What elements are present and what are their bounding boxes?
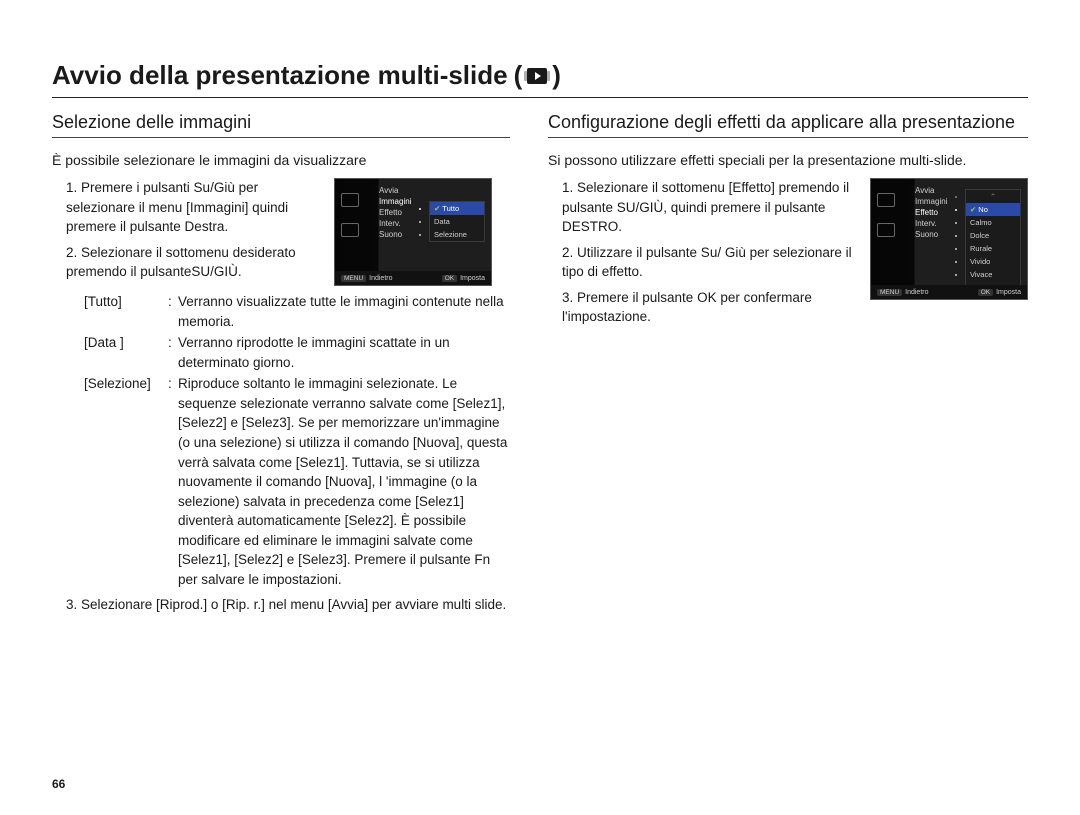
- submenu-item: Selezione: [430, 228, 484, 241]
- screenshot-submenu-effects: ⌃ ✔No Calmo Dolce Rurale Vivido Vivace ⌄: [965, 189, 1021, 295]
- def-colon: :: [168, 374, 178, 589]
- left-steps-with-screenshot: 1. Premere i pulsanti Su/Giù per selezio…: [52, 178, 510, 286]
- mode-icon-2: [877, 223, 895, 237]
- def-desc: Verranno riprodotte le immagini scattate…: [178, 333, 510, 372]
- left-step-3: 3. Selezionare [Riprod.] o [Rip. r.] nel…: [66, 595, 510, 615]
- left-heading: Selezione delle immagini: [52, 112, 510, 138]
- menu-button-label: MENU: [877, 289, 902, 296]
- page-title-row: Avvio della presentazione multi-slide ( …: [52, 60, 1028, 98]
- footer-left: MENUIndietro: [341, 275, 393, 282]
- paren-close: ): [552, 60, 561, 91]
- camera-menu-screenshot-images: Avvia Immagini Effetto Interv. Suono ✔Tu…: [334, 178, 492, 286]
- submenu-item: Calmo: [966, 216, 1020, 229]
- check-icon: ✔: [970, 205, 976, 214]
- menu-item: Avvia: [379, 185, 485, 196]
- menu-button-label: MENU: [341, 275, 366, 282]
- right-intro: Si possono utilizzare effetti speciali p…: [548, 152, 1028, 168]
- left-intro: È possibile selezionare le immagini da v…: [52, 152, 510, 168]
- screenshot-submenu: ✔Tutto Data Selezione: [429, 201, 485, 242]
- def-row-tutto: [Tutto] : Verranno visualizzate tutte le…: [84, 292, 510, 331]
- screenshot-footer: MENUIndietro OKImposta: [335, 271, 491, 285]
- page-number: 66: [52, 777, 65, 791]
- mode-icon-1: [341, 193, 359, 207]
- submenu-item: Rurale: [966, 242, 1020, 255]
- def-desc: Verranno visualizzate tutte le immagini …: [178, 292, 510, 331]
- submenu-item: ✔Tutto: [430, 202, 484, 215]
- left-step-2: 2. Selezionare il sottomenu desiderato p…: [66, 243, 322, 282]
- right-step-2: 2. Utilizzare il pulsante Su/ Giù per se…: [562, 243, 858, 282]
- def-row-selezione: [Selezione] : Riproduce soltanto le imma…: [84, 374, 510, 589]
- right-step-1: 1. Selezionare il sottomenu [Effetto] pr…: [562, 178, 858, 237]
- title-icon-group: ( ): [514, 60, 561, 91]
- ok-button-label: OK: [442, 275, 457, 282]
- paren-open: (: [514, 60, 523, 91]
- footer-right: OKImposta: [978, 289, 1021, 296]
- right-step-3: 3. Premere il pulsante OK per confermare…: [562, 288, 858, 327]
- check-icon: ✔: [434, 204, 440, 213]
- def-desc: Riproduce soltanto le immagini seleziona…: [178, 374, 510, 589]
- def-term: [Tutto]: [84, 292, 168, 331]
- def-term: [Data ]: [84, 333, 168, 372]
- right-steps-text: 1. Selezionare il sottomenu [Effetto] pr…: [548, 178, 858, 327]
- screenshot-side-icons: [341, 193, 359, 237]
- footer-right: OKImposta: [442, 275, 485, 282]
- ok-button-label: OK: [978, 289, 993, 296]
- right-steps-with-screenshot: 1. Selezionare il sottomenu [Effetto] pr…: [548, 178, 1028, 327]
- slideshow-icon: [524, 66, 550, 86]
- columns: Selezione delle immagini È possibile sel…: [52, 112, 1028, 615]
- camera-menu-screenshot-effect: Avvia Immagini Effetto Interv. Suono ⌃ ✔…: [870, 178, 1028, 300]
- submenu-arrow-up: ⌃: [966, 190, 1020, 203]
- mode-icon-1: [877, 193, 895, 207]
- def-colon: :: [168, 292, 178, 331]
- def-term: [Selezione]: [84, 374, 168, 589]
- left-column: Selezione delle immagini È possibile sel…: [52, 112, 510, 615]
- submenu-item: Dolce: [966, 229, 1020, 242]
- left-step-1: 1. Premere i pulsanti Su/Giù per selezio…: [66, 178, 322, 237]
- screenshot-side-icons: [877, 193, 895, 237]
- screenshot-footer: MENUIndietro OKImposta: [871, 285, 1027, 299]
- page-title: Avvio della presentazione multi-slide: [52, 60, 508, 91]
- submenu-item: Data: [430, 215, 484, 228]
- left-steps-text: 1. Premere i pulsanti Su/Giù per selezio…: [52, 178, 322, 282]
- definition-list: [Tutto] : Verranno visualizzate tutte le…: [84, 292, 510, 589]
- def-row-data: [Data ] : Verranno riprodotte le immagin…: [84, 333, 510, 372]
- submenu-item: ✔No: [966, 203, 1020, 216]
- right-heading: Configurazione degli effetti da applicar…: [548, 112, 1028, 138]
- right-column: Configurazione degli effetti da applicar…: [548, 112, 1028, 615]
- def-colon: :: [168, 333, 178, 372]
- mode-icon-2: [341, 223, 359, 237]
- submenu-item: Vivido: [966, 255, 1020, 268]
- submenu-item: Vivace: [966, 268, 1020, 281]
- footer-left: MENUIndietro: [877, 289, 929, 296]
